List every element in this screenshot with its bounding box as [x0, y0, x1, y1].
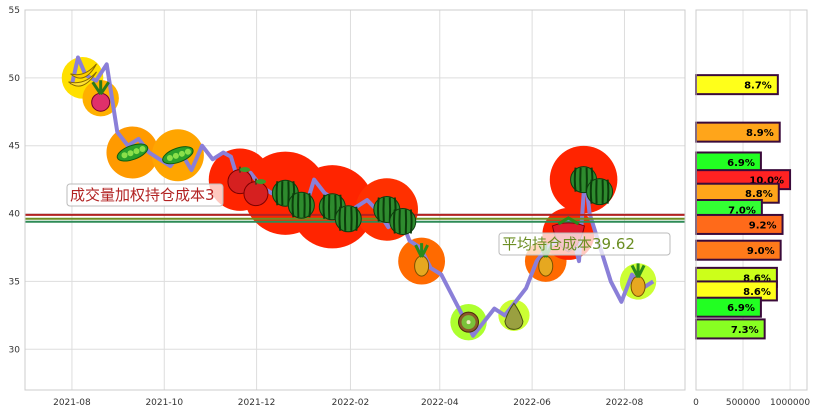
average-cost-annotation-text: 平均持仓成本39.62 — [502, 235, 635, 253]
x-tick-label: 2021-12 — [238, 398, 276, 408]
side-axis-ticks: 0 500000 1000000 — [693, 398, 810, 408]
x-tick-label: 2021-08 — [53, 398, 91, 408]
volume-bar-label: 8.9% — [746, 128, 774, 139]
volume-bar-label: 9.0% — [747, 246, 775, 257]
main-axis-ticks: 30 35 40 45 50 55 2021-08 2021-10 2021-12 2022-02… — [9, 6, 644, 408]
watermelon-marker — [287, 191, 315, 219]
y-tick-label: 30 — [9, 345, 21, 355]
volume-bar-label: 6.9% — [727, 303, 755, 314]
apple-marker — [243, 178, 269, 207]
fruit-marker-layer — [68, 63, 646, 333]
side-x-tick-label: 0 — [693, 398, 699, 408]
volume-bar-label: 8.6% — [743, 287, 771, 298]
x-tick-label: 2022-02 — [332, 398, 370, 408]
peas-marker — [162, 146, 194, 165]
volume-bar-label: 9.2% — [749, 220, 777, 231]
y-tick-label: 40 — [9, 210, 21, 220]
radish-marker — [91, 80, 111, 112]
watermelon-marker — [334, 205, 362, 233]
x-tick-label: 2021-10 — [145, 398, 183, 408]
y-tick-label: 45 — [9, 142, 20, 152]
volume-bars: 8.7% 8.9% 6.9% 10.0% 8.8% 7.0% 9.2% 9.0% 8.6% 8.6… — [695, 74, 792, 340]
side-x-tick-label: 1000000 — [770, 398, 810, 408]
annotation-layer: 成交量加权持仓成本3 平均持仓成本39.62 — [66, 183, 671, 256]
x-tick-label: 2022-06 — [513, 398, 551, 408]
weighted-cost-annotation-text: 成交量加权持仓成本3 — [70, 186, 215, 204]
banana-marker — [68, 63, 97, 87]
peas-marker — [116, 143, 149, 162]
average-cost-annotation: 平均持仓成本39.62 — [498, 232, 671, 256]
volume-bar-label: 8.8% — [745, 189, 773, 200]
y-tick-label: 55 — [9, 6, 20, 16]
volume-bar-label: 6.9% — [727, 158, 755, 169]
volume-bar-label: 7.3% — [731, 325, 759, 336]
main-plot-frame — [24, 9, 686, 391]
watermelon-marker — [389, 208, 417, 235]
x-tick-label: 2022-08 — [606, 398, 644, 408]
y-tick-label: 50 — [9, 74, 21, 84]
weighted-cost-annotation: 成交量加权持仓成本3 — [66, 183, 224, 207]
kiwi-marker — [458, 311, 480, 333]
volume-bar-label: 8.6% — [743, 273, 771, 284]
pineapple-marker — [630, 263, 646, 297]
side-plot-frame — [695, 9, 808, 391]
volume-bar-label: 7.0% — [728, 206, 756, 217]
y-tick-label: 35 — [9, 277, 20, 287]
pineapple-marker — [414, 243, 430, 277]
volume-bar-label: 8.7% — [744, 81, 772, 92]
volume-bar-label: 10.0% — [749, 176, 784, 187]
watermelon-marker — [586, 178, 614, 206]
side-x-tick-label: 500000 — [726, 398, 761, 408]
pear-marker — [504, 302, 524, 330]
x-tick-label: 2022-04 — [421, 398, 459, 408]
